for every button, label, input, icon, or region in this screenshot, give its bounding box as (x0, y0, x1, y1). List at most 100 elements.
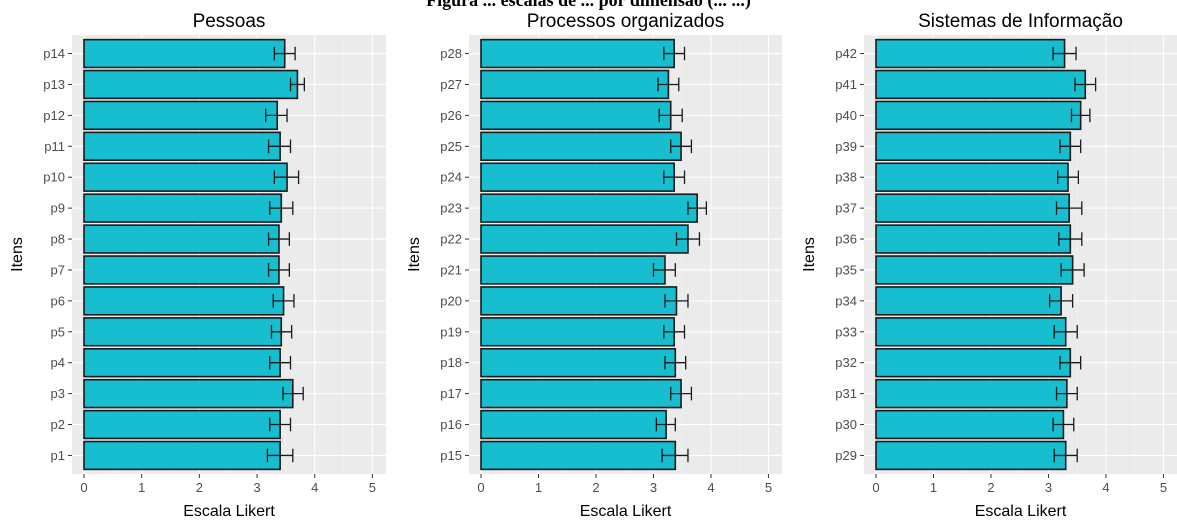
y-tick-label: p35 (835, 262, 857, 277)
y-tick-label: p39 (835, 139, 857, 154)
bar-p20 (480, 286, 678, 316)
x-tick-label: 2 (987, 480, 994, 495)
y-tick-label: p1 (51, 448, 65, 463)
y-tick-label: p8 (51, 232, 65, 247)
bar-p36 (875, 224, 1072, 254)
x-tick-label: 0 (80, 480, 87, 495)
bar-p5 (83, 317, 283, 347)
x-tick-label: 1 (138, 480, 145, 495)
bar-p6 (83, 286, 285, 316)
bar-p37 (875, 193, 1070, 223)
bar-p40 (875, 100, 1082, 131)
bar-p32 (875, 347, 1072, 378)
y-tick-label: p13 (43, 77, 65, 92)
y-tick-label: p41 (835, 77, 857, 92)
bar-p41 (875, 69, 1087, 100)
x-tick-label: 1 (930, 480, 937, 495)
bar-p30 (875, 409, 1065, 440)
bar-p28 (480, 38, 675, 69)
bar-p38 (875, 162, 1069, 192)
y-tick-label: p31 (835, 386, 857, 401)
panel-title: Pessoas (193, 11, 266, 32)
bar-p8 (83, 224, 280, 254)
panel-title: Processos organizados (527, 11, 725, 32)
bar-p39 (875, 131, 1072, 162)
y-axis-title: Itens (9, 237, 26, 272)
bar-p34 (875, 286, 1062, 316)
bar-p2 (83, 409, 281, 440)
x-tick-label: 4 (1102, 480, 1109, 495)
bar-p10 (83, 162, 288, 192)
y-tick-label: p3 (51, 386, 65, 401)
x-tick-label: 5 (369, 480, 376, 495)
y-tick-label: p37 (835, 201, 857, 216)
chart-panel-1: p1 p2 p3 p4 p5 p6 p7 p8 p9 p10 p11 p12 p13 p14 0 1 2 3 4 5 E… (9, 11, 386, 520)
bar-p35 (875, 255, 1074, 285)
bar-p15 (480, 440, 677, 471)
y-tick-label: p26 (440, 108, 462, 123)
x-tick-label: 3 (650, 480, 657, 495)
bar-p7 (83, 255, 280, 285)
y-axis-title: Itens (406, 237, 423, 272)
y-tick-label: p15 (440, 448, 462, 463)
y-tick-label: p19 (440, 324, 462, 339)
chart-panel-2: p15 p16 p17 p18 p19 p20 p21 p22 p23 p24 p25 p26 p27 p… (406, 11, 782, 520)
x-tick-label: 4 (707, 480, 714, 495)
y-tick-label: p24 (440, 170, 462, 185)
y-tick-label: p12 (43, 108, 65, 123)
y-tick-label: p28 (440, 46, 462, 61)
panel-title: Sistemas de Informação (918, 11, 1123, 32)
x-tick-label: 0 (477, 480, 484, 495)
bar-p3 (83, 378, 294, 409)
x-axis-title: Escala Likert (975, 503, 1067, 520)
bar-p18 (480, 347, 677, 378)
y-tick-label: p11 (44, 139, 65, 154)
x-axis-title: Escala Likert (580, 503, 672, 520)
bar-p25 (480, 131, 682, 162)
x-tick-label: 1 (535, 480, 542, 495)
x-tick-label: 4 (311, 480, 318, 495)
y-tick-label: p7 (51, 262, 65, 277)
y-tick-label: p4 (51, 355, 65, 370)
bar-p1 (83, 440, 281, 471)
x-tick-label: 0 (872, 480, 879, 495)
y-tick-label: p10 (43, 170, 65, 185)
bar-p12 (83, 100, 279, 131)
y-axis-title: Itens (801, 237, 818, 272)
y-tick-label: p36 (835, 232, 857, 247)
y-tick-label: p25 (440, 139, 462, 154)
y-tick-label: p22 (440, 232, 462, 247)
bar-p11 (83, 131, 281, 162)
bar-p21 (480, 255, 666, 285)
x-axis-title: Escala Likert (183, 503, 275, 520)
bar-p17 (480, 378, 682, 409)
figure-heading: Figura ... escalas de ... por dimensão (… (426, 0, 751, 10)
y-tick-label: p42 (835, 46, 857, 61)
x-tick-label: 5 (1160, 480, 1167, 495)
y-tick-label: p17 (440, 386, 462, 401)
y-tick-label: p14 (43, 46, 65, 61)
bar-p31 (875, 378, 1068, 409)
bar-p4 (83, 347, 281, 378)
x-tick-label: 2 (592, 480, 599, 495)
bar-p16 (480, 409, 667, 440)
y-tick-label: p6 (51, 293, 65, 308)
y-tick-label: p40 (835, 108, 857, 123)
bar-p9 (83, 193, 283, 223)
y-tick-label: p33 (835, 324, 857, 339)
bar-p33 (875, 317, 1067, 347)
x-tick-label: 2 (196, 480, 203, 495)
x-tick-label: 5 (765, 480, 772, 495)
bar-p14 (83, 38, 286, 69)
y-tick-label: p30 (835, 417, 857, 432)
y-tick-label: p20 (440, 293, 462, 308)
y-tick-label: p34 (835, 293, 857, 308)
bar-p19 (480, 317, 675, 347)
y-tick-label: p29 (835, 448, 857, 463)
bar-p26 (480, 100, 672, 131)
bar-p22 (480, 224, 689, 254)
y-tick-label: p27 (440, 77, 462, 92)
chart-panel-3: p29 p30 p31 p32 p33 p34 p35 p36 p37 p38 p39 p40 p41 p… (801, 11, 1177, 520)
